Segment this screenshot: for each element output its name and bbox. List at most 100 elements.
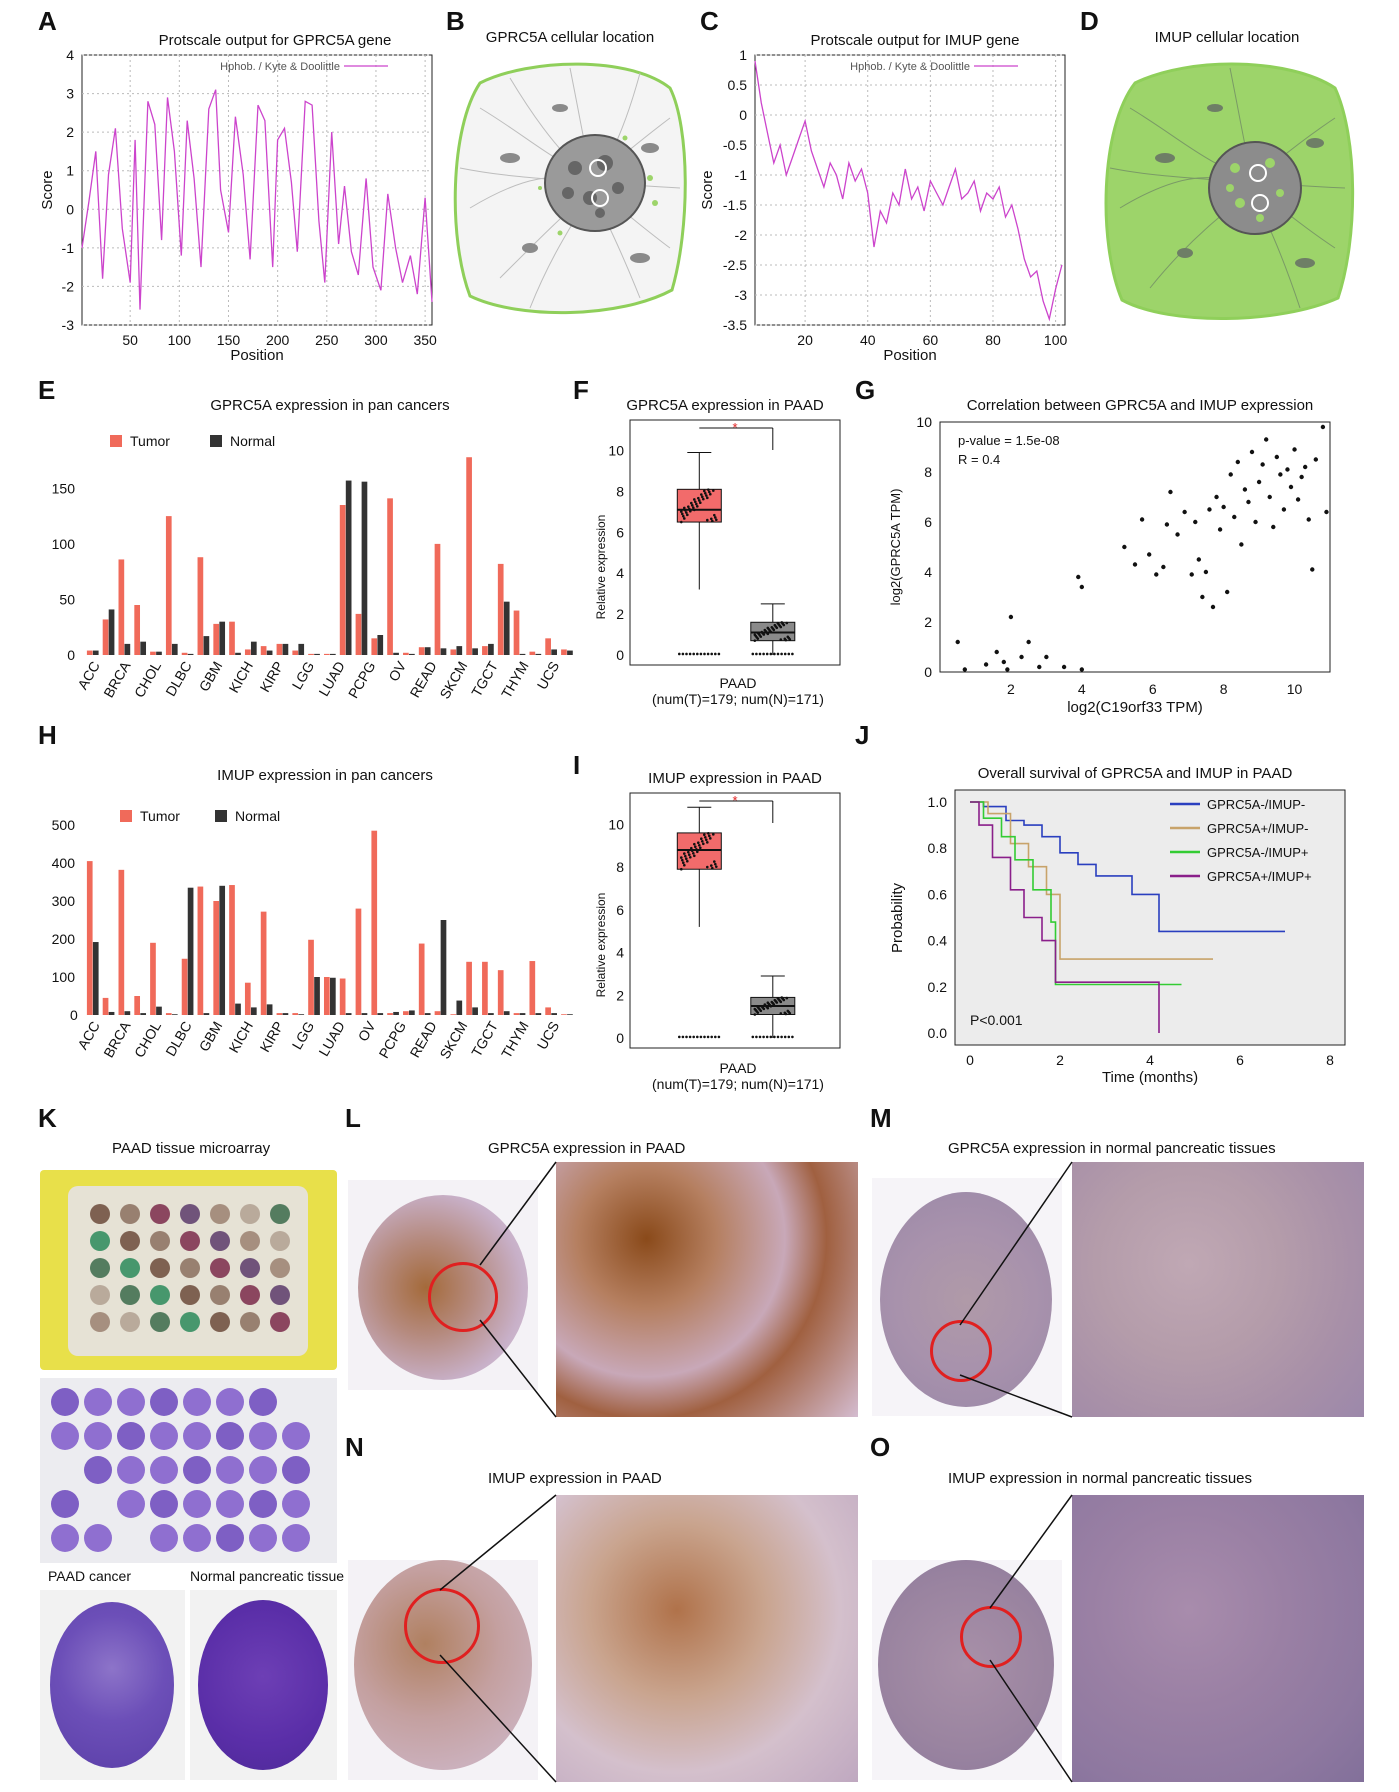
tma-title: PAAD tissue microarray [112, 1140, 271, 1157]
tma-core [90, 1258, 110, 1278]
tma-core [249, 1456, 277, 1484]
bar-normal [567, 1014, 573, 1015]
bar-normal [456, 1000, 463, 1015]
bar-normal [235, 652, 241, 655]
scatter-point [1263, 437, 1269, 442]
x-tick-label: 8 [1326, 1052, 1334, 1068]
normal-point [776, 621, 780, 625]
tumor-point [682, 861, 685, 864]
legend-label: GPRC5A+/IMUP+ [1207, 869, 1312, 884]
chart-title: IMUP expression in pan cancers [217, 767, 433, 784]
y-axis-label: log2(GPRC5A TPM) [888, 489, 903, 606]
y-tick-label: 500 [52, 817, 76, 833]
normal-point [776, 1035, 780, 1039]
tumor-point [706, 841, 709, 844]
bar-normal [156, 651, 162, 655]
normal-tissue-core [190, 1590, 337, 1780]
bar-normal [92, 942, 99, 1015]
bar-tumor [118, 869, 125, 1015]
scatter-point [1299, 474, 1304, 480]
tumor-point [696, 652, 699, 656]
survival-curve [970, 801, 1285, 933]
bar-tumor [450, 649, 457, 655]
y-tick-label: 8 [616, 859, 624, 875]
y-tick-label: 0 [616, 1030, 624, 1046]
localization-dots [1226, 158, 1284, 222]
normal-point [773, 998, 777, 1002]
normal-point [779, 1012, 783, 1015]
tumor-point [688, 652, 692, 656]
bar-tumor [118, 559, 125, 655]
tma-core [84, 1456, 112, 1484]
normal-point [765, 1035, 769, 1039]
y-tick-label: 6 [616, 902, 624, 918]
gprc5a-normal-core [872, 1178, 1062, 1416]
scatter-point [1313, 457, 1319, 462]
tumor-point [710, 1035, 713, 1039]
tumor-point [694, 500, 697, 504]
x-tick-label: 6 [1149, 681, 1157, 697]
y-tick-label: 6 [924, 514, 932, 530]
x-axis-label: PAAD [719, 1060, 756, 1076]
scatter-point [1175, 532, 1180, 537]
normal-tissue-label: Normal pancreatic tissue [190, 1568, 345, 1584]
tumor-point [687, 505, 690, 508]
tma-core [150, 1388, 178, 1416]
y-tick-label: 10 [608, 442, 624, 458]
normal-point [762, 652, 765, 656]
tumor-point [683, 863, 686, 867]
y-tick-label: 0.6 [928, 886, 948, 902]
tumor-point [698, 843, 701, 847]
tumor-point [712, 489, 715, 492]
plot-frame [954, 789, 1346, 1046]
gprc5a-paad-zoom [556, 1162, 858, 1417]
tma-core [216, 1388, 244, 1416]
tumor-point [711, 519, 714, 523]
bar-normal [203, 1013, 210, 1015]
chart-title: GPRC5A expression in PAAD [626, 397, 823, 414]
y-tick-label: -2 [735, 227, 748, 243]
bar-normal [171, 1014, 178, 1015]
tumor-point [693, 842, 696, 846]
bar-normal [266, 1004, 273, 1015]
tma-core [240, 1204, 260, 1224]
tumor-point [693, 498, 696, 501]
bar-normal [235, 1003, 241, 1015]
normal-point [756, 631, 760, 635]
bar-tumor [165, 516, 172, 655]
panel-label-f: F [573, 375, 589, 405]
normal-point [763, 1003, 767, 1006]
tma-core [270, 1285, 290, 1305]
bar-tumor [213, 623, 220, 655]
scatter-point [1217, 527, 1223, 532]
bar-tumor [418, 647, 425, 655]
x-axis-label: Position [230, 347, 283, 364]
tma-block-photo [40, 1170, 337, 1370]
axis-ticks: 0 2 4 6 8 0.0 0.2 0.4 0.6 0.8 1.0 [928, 794, 1335, 1068]
legend-label: Hphob. / Kyte & Doolittle [220, 61, 340, 73]
legend: GPRC5A-/IMUP- GPRC5A+/IMUP- GPRC5A-/IMUP+ G… [1170, 797, 1312, 884]
scatter-point [955, 639, 960, 645]
chart-title: Protscale output for GPRC5A gene [159, 32, 392, 49]
significance-star: * [732, 420, 737, 435]
bar-tumor [339, 505, 346, 655]
y-tick-label: 4 [66, 47, 74, 63]
bar-normal [219, 885, 226, 1015]
tma-core [183, 1456, 211, 1484]
significance-star: * [732, 793, 737, 808]
tumor-point [710, 652, 713, 656]
tma-core [270, 1204, 290, 1224]
legend-label-tumor: Tumor [140, 808, 180, 824]
scatter-points [955, 424, 1329, 672]
normal-point [760, 1005, 764, 1008]
scatter-point [1008, 614, 1014, 620]
tumor-point [714, 516, 717, 519]
bar-normal [535, 653, 542, 655]
zoom-circle [428, 1262, 498, 1332]
zoom-circle [404, 1588, 480, 1664]
tumor-point [692, 652, 695, 656]
tumor-point [710, 517, 713, 521]
y-tick-label: 1.0 [928, 794, 948, 810]
tumor-point [702, 497, 705, 501]
x-tick-label: 200 [266, 332, 290, 348]
